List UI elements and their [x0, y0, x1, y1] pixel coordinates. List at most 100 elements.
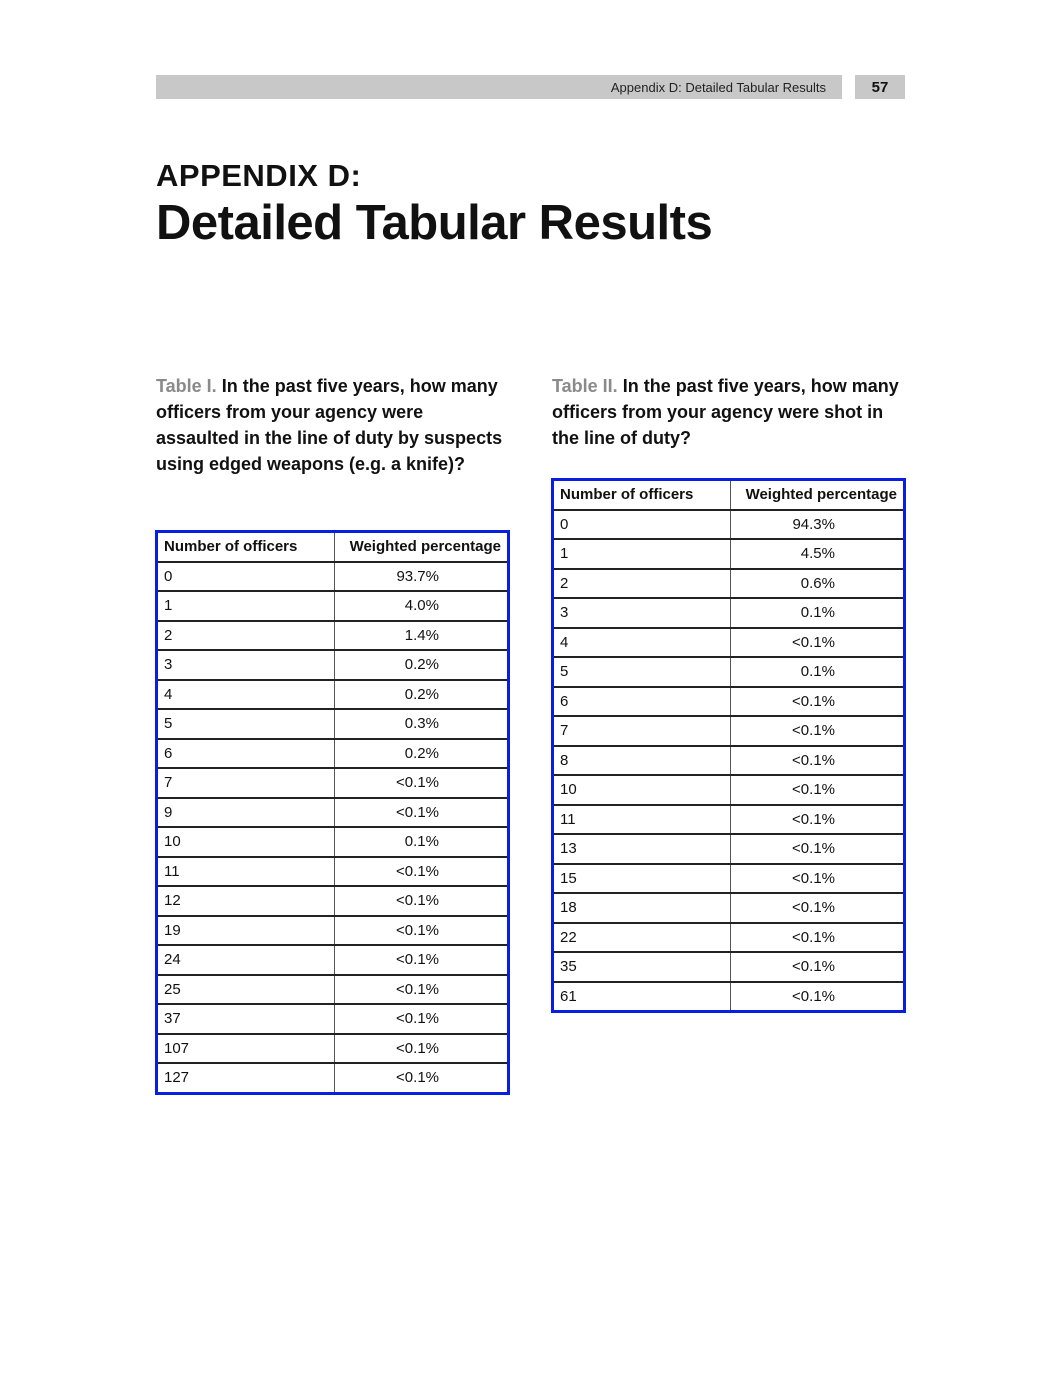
- table-row: 15 <0.1%: [554, 863, 903, 894]
- column-header-percentage: Weighted percentage: [730, 481, 903, 511]
- cell-weighted-percentage-wrap: 4.0%: [334, 591, 507, 622]
- table-row: 7 <0.1%: [554, 716, 903, 747]
- table-header-row: Number of officers Weighted percentage: [158, 533, 507, 563]
- cell-weighted-percentage-wrap: <0.1%: [334, 1033, 507, 1064]
- table-row: 127 <0.1%: [158, 1063, 507, 1092]
- cell-weighted-percentage-wrap: 0.2%: [334, 650, 507, 681]
- cell-number-of-officers: 1: [554, 539, 731, 570]
- cell-weighted-percentage-wrap: <0.1%: [730, 834, 903, 865]
- cell-weighted-percentage: <0.1%: [396, 1010, 439, 1028]
- table-row: 5 0.1%: [554, 657, 903, 688]
- cell-number-of-officers: 4: [158, 679, 335, 710]
- table-row: 107 <0.1%: [158, 1033, 507, 1064]
- cell-number-of-officers: 3: [158, 650, 335, 681]
- table-2: Number of officers Weighted percentage 0…: [551, 478, 906, 1013]
- cell-weighted-percentage-wrap: <0.1%: [730, 952, 903, 983]
- cell-number-of-officers: 5: [554, 657, 731, 688]
- cell-weighted-percentage-wrap: <0.1%: [334, 974, 507, 1005]
- cell-number-of-officers: 11: [554, 804, 731, 835]
- table-row: 12 <0.1%: [158, 886, 507, 917]
- cell-number-of-officers: 37: [158, 1004, 335, 1035]
- table-row: 10 0.1%: [158, 827, 507, 858]
- column-header-officers: Number of officers: [554, 481, 731, 511]
- cell-weighted-percentage: <0.1%: [792, 781, 835, 799]
- cell-weighted-percentage: 0.2%: [404, 685, 439, 703]
- cell-number-of-officers: 0: [554, 509, 731, 540]
- cell-weighted-percentage-wrap: <0.1%: [730, 745, 903, 776]
- table-1-question: In the past five years, how many officer…: [156, 376, 503, 474]
- cell-weighted-percentage: 4.5%: [800, 545, 835, 563]
- table-row: 8 <0.1%: [554, 745, 903, 776]
- cell-number-of-officers: 15: [554, 863, 731, 894]
- cell-weighted-percentage: <0.1%: [792, 692, 835, 710]
- cell-number-of-officers: 2: [158, 620, 335, 651]
- table-row: 25 <0.1%: [158, 974, 507, 1005]
- cell-number-of-officers: 24: [158, 945, 335, 976]
- column-header-percentage: Weighted percentage: [334, 533, 507, 563]
- cell-number-of-officers: 10: [554, 775, 731, 806]
- cell-weighted-percentage: 0.1%: [404, 833, 439, 851]
- cell-number-of-officers: 35: [554, 952, 731, 983]
- cell-weighted-percentage: <0.1%: [792, 958, 835, 976]
- table-row: 61 <0.1%: [554, 981, 904, 1011]
- cell-number-of-officers: 13: [554, 834, 731, 865]
- cell-weighted-percentage: <0.1%: [396, 892, 439, 910]
- cell-number-of-officers: 10: [158, 827, 335, 858]
- cell-number-of-officers: 18: [554, 893, 731, 924]
- cell-weighted-percentage-wrap: 93.7%: [334, 561, 507, 592]
- cell-number-of-officers: 6: [158, 738, 335, 769]
- table-row: 1 4.0%: [158, 591, 507, 622]
- cell-weighted-percentage-wrap: <0.1%: [730, 804, 903, 835]
- cell-weighted-percentage-wrap: <0.1%: [334, 797, 507, 828]
- table-row: 13 <0.1%: [554, 834, 903, 865]
- table-1-caption: Table I. In the past five years, how man…: [156, 373, 506, 477]
- column-header-officers: Number of officers: [158, 533, 335, 563]
- cell-weighted-percentage-wrap: <0.1%: [334, 886, 507, 917]
- cell-weighted-percentage: 0.1%: [800, 663, 835, 681]
- table-1-number: Table I.: [156, 376, 217, 396]
- cell-number-of-officers: 5: [158, 709, 335, 740]
- cell-number-of-officers: 25: [158, 974, 335, 1005]
- cell-weighted-percentage-wrap: <0.1%: [731, 982, 904, 1011]
- cell-number-of-officers: 11: [158, 856, 335, 887]
- table-row: 24 <0.1%: [158, 945, 507, 976]
- cell-weighted-percentage-wrap: 0.6%: [730, 568, 903, 599]
- table-row: 3 0.1%: [554, 598, 903, 629]
- cell-number-of-officers: 22: [554, 922, 731, 953]
- cell-weighted-percentage-wrap: <0.1%: [335, 1063, 508, 1092]
- cell-weighted-percentage-wrap: 0.1%: [730, 598, 903, 629]
- cell-weighted-percentage: <0.1%: [792, 751, 835, 769]
- table-row: 7 <0.1%: [158, 768, 507, 799]
- appendix-title: Detailed Tabular Results: [156, 196, 713, 250]
- cell-weighted-percentage: 4.0%: [404, 597, 439, 615]
- cell-weighted-percentage: <0.1%: [396, 1039, 439, 1057]
- cell-weighted-percentage: 93.7%: [396, 567, 439, 585]
- cell-weighted-percentage-wrap: <0.1%: [334, 856, 507, 887]
- cell-weighted-percentage: <0.1%: [792, 633, 835, 651]
- cell-weighted-percentage: <0.1%: [792, 722, 835, 740]
- cell-weighted-percentage: 94.3%: [792, 515, 835, 533]
- cell-weighted-percentage: <0.1%: [792, 810, 835, 828]
- cell-weighted-percentage: <0.1%: [396, 862, 439, 880]
- page-number: 57: [855, 75, 905, 99]
- cell-number-of-officers: 7: [158, 768, 335, 799]
- cell-weighted-percentage: <0.1%: [396, 803, 439, 821]
- cell-weighted-percentage: <0.1%: [792, 899, 835, 917]
- table-row: 6 <0.1%: [554, 686, 903, 717]
- cell-weighted-percentage-wrap: <0.1%: [334, 768, 507, 799]
- cell-number-of-officers: 3: [554, 598, 731, 629]
- table-row: 22 <0.1%: [554, 922, 903, 953]
- table-row: 11 <0.1%: [158, 856, 507, 887]
- table-row: 3 0.2%: [158, 650, 507, 681]
- cell-weighted-percentage-wrap: 1.4%: [334, 620, 507, 651]
- running-header-bar: Appendix D: Detailed Tabular Results: [156, 75, 842, 99]
- table-row: 0 93.7%: [158, 561, 507, 592]
- cell-weighted-percentage: 1.4%: [404, 626, 439, 644]
- table-row: 19 <0.1%: [158, 915, 507, 946]
- cell-weighted-percentage-wrap: <0.1%: [730, 686, 903, 717]
- table-row: 0 94.3%: [554, 509, 903, 540]
- table-row: 11 <0.1%: [554, 804, 903, 835]
- cell-weighted-percentage-wrap: <0.1%: [730, 627, 903, 658]
- cell-weighted-percentage-wrap: <0.1%: [334, 915, 507, 946]
- cell-number-of-officers: 19: [158, 915, 335, 946]
